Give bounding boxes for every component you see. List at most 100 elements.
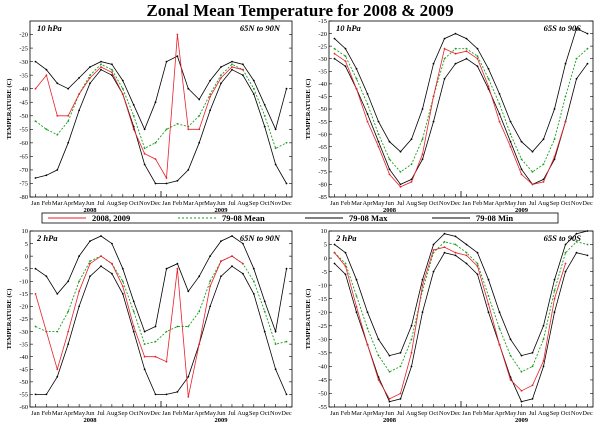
x-tick-label: Nov [571, 410, 583, 417]
data-point [410, 163, 413, 166]
y-tick-label: -65 [19, 154, 28, 161]
data-point [355, 305, 358, 308]
data-point [432, 62, 435, 65]
y-tick-label: -15 [318, 296, 327, 303]
x-tick-label: Sep [118, 200, 128, 207]
data-point [154, 355, 157, 358]
data-point [143, 330, 146, 333]
data-point [132, 310, 135, 313]
data-point [476, 273, 479, 276]
data-point [154, 340, 157, 343]
data-point [285, 267, 288, 270]
data-point [355, 77, 358, 80]
data-point [344, 265, 347, 268]
data-point [421, 138, 424, 141]
data-point [509, 338, 512, 341]
x-tick-label: May [373, 410, 386, 417]
y-tick-label: -35 [318, 68, 327, 75]
x-tick-label: Feb [473, 410, 483, 417]
data-point [231, 235, 233, 237]
y-tick-label: -35 [19, 341, 28, 348]
data-point [187, 325, 190, 328]
data-point [388, 158, 391, 161]
x-tick-label: Nov [139, 410, 151, 417]
data-point [553, 311, 556, 314]
data-point [344, 65, 347, 68]
data-point [542, 163, 545, 166]
data-point [531, 384, 534, 387]
pressure-label: 10 hPa [37, 23, 63, 33]
y-tick-label: 10 [22, 228, 29, 235]
data-point [454, 235, 457, 238]
series-line-2008-2009 [35, 255, 244, 397]
y-tick-label: -5 [322, 269, 327, 276]
y-tick-label: -45 [19, 99, 28, 106]
data-point [586, 32, 589, 35]
data-point [121, 267, 124, 270]
data-point [274, 147, 277, 150]
x-tick-label: Jan [462, 200, 471, 207]
data-point [454, 251, 457, 254]
data-point [476, 57, 479, 60]
data-point [56, 82, 59, 85]
x-tick-label: Mar [183, 200, 195, 207]
data-point [198, 141, 201, 144]
data-point [531, 150, 534, 153]
x-tick-label: Feb [42, 410, 52, 417]
x-tick-label: Dec [281, 410, 292, 417]
data-point [377, 354, 380, 357]
data-point [520, 354, 523, 357]
data-point [388, 173, 391, 176]
x-tick-label: Feb [42, 200, 52, 207]
data-point [498, 103, 501, 105]
data-point [399, 150, 402, 153]
data-point [56, 375, 59, 378]
data-point [564, 95, 567, 98]
data-point [231, 255, 233, 257]
data-point [531, 365, 534, 368]
y-axis-label: TEMPERATURE (C) [305, 79, 312, 140]
data-point [454, 254, 457, 257]
data-point [242, 272, 244, 275]
data-point [242, 242, 244, 245]
y-tick-label: -50 [318, 106, 327, 113]
data-point [476, 251, 479, 254]
x-tick-label: Oct [429, 410, 439, 417]
data-point [132, 325, 135, 328]
data-point [231, 66, 233, 68]
data-point [209, 285, 212, 288]
data-point [78, 290, 80, 293]
data-point [143, 355, 146, 358]
data-point [89, 262, 91, 265]
data-point [487, 278, 490, 281]
data-point [187, 128, 190, 131]
data-point [154, 101, 157, 104]
data-point [252, 267, 255, 270]
data-point [78, 77, 80, 79]
data-point [454, 32, 457, 35]
data-point [487, 303, 490, 305]
series-line-79-08-mean [35, 255, 287, 345]
x-tick-label: Jan [31, 410, 40, 417]
y-tick-label: -55 [318, 404, 327, 411]
series-line-79-08-min [334, 252, 588, 403]
data-point [575, 240, 578, 243]
series-line-79-08-max [334, 27, 588, 153]
data-point [421, 284, 424, 287]
data-point [487, 311, 490, 314]
data-point [344, 55, 347, 58]
data-point [520, 168, 523, 171]
x-tick-label: Jul [97, 200, 105, 207]
series-line-79-08-mean [35, 63, 287, 149]
data-point [187, 169, 190, 171]
x-tick-label: Apr [63, 200, 74, 207]
x-tick-label: Aug [106, 410, 118, 417]
data-point [553, 297, 556, 300]
data-point [89, 260, 91, 263]
data-point [132, 114, 135, 117]
data-point [67, 343, 70, 345]
y-tick-label: -10 [19, 278, 28, 285]
data-point [220, 74, 222, 77]
data-point [520, 140, 523, 143]
data-point [443, 37, 446, 40]
